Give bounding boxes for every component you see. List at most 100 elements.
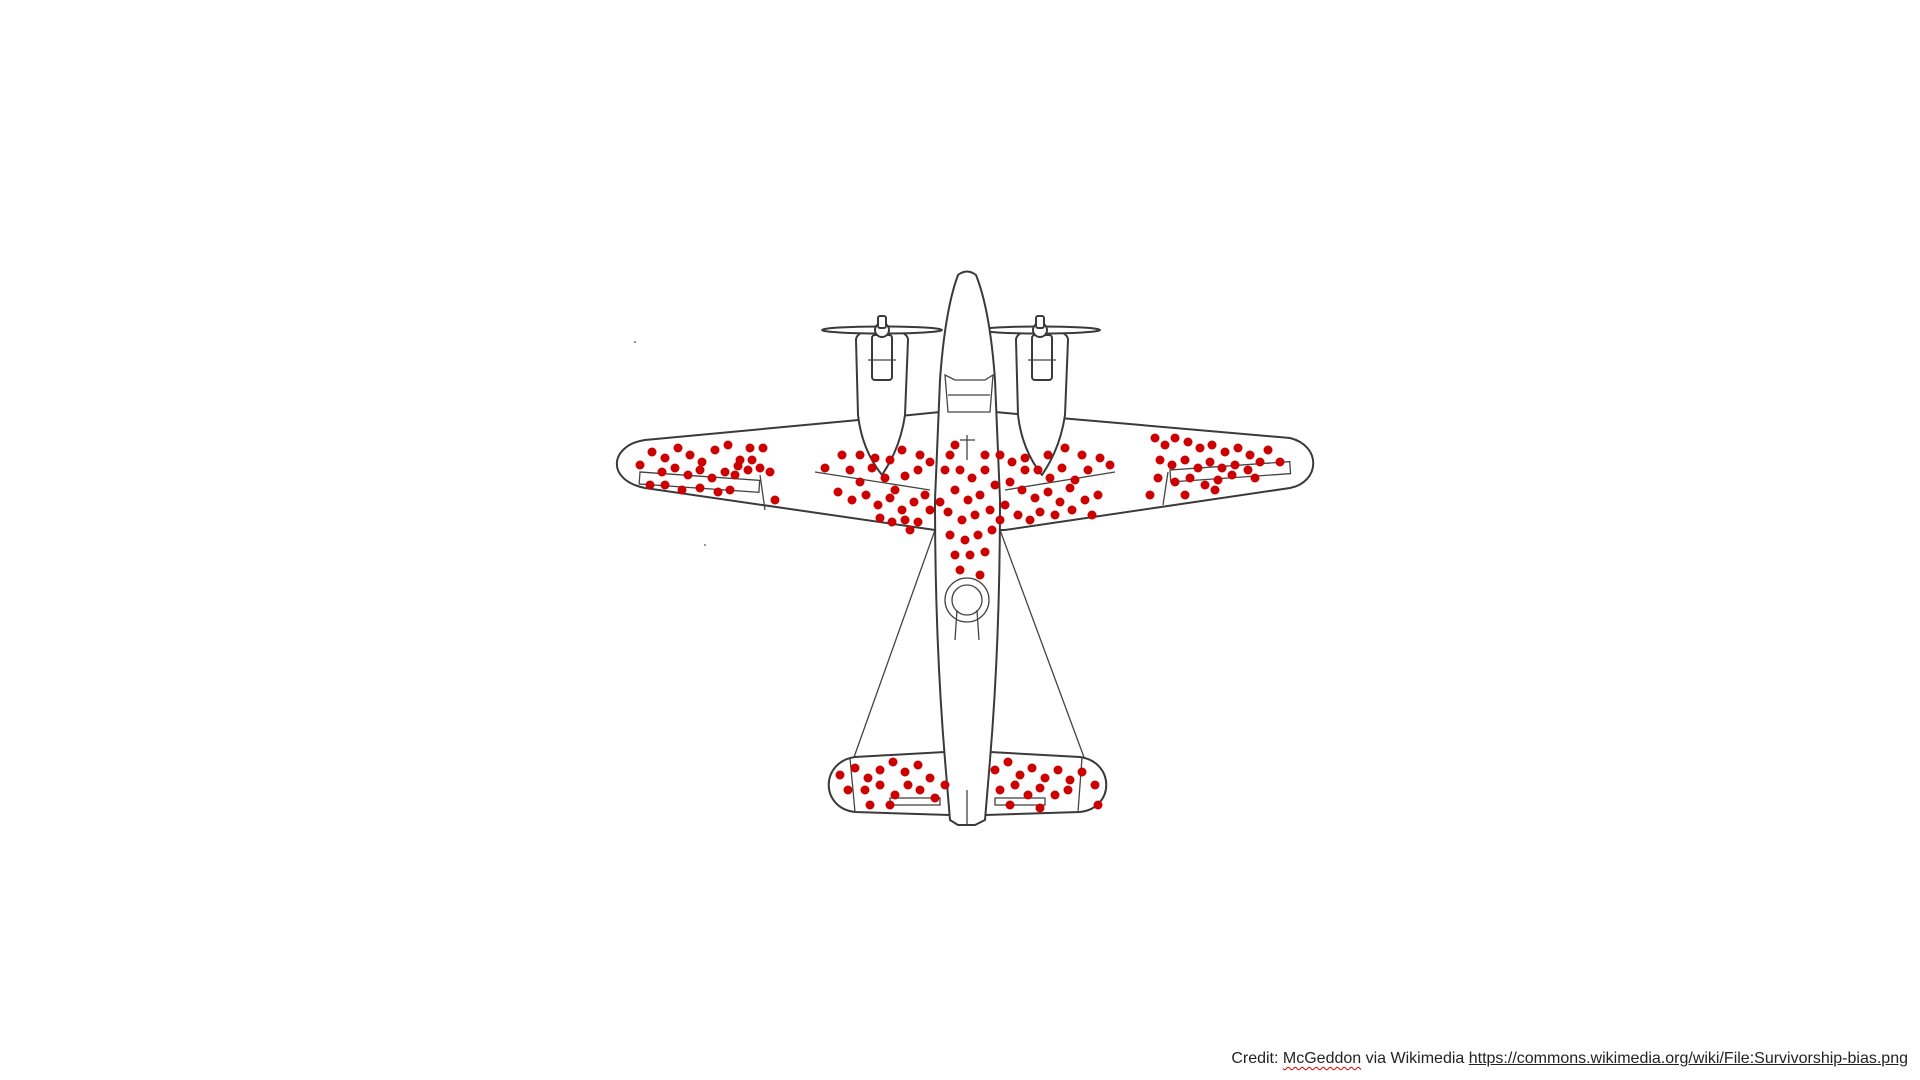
bullet-hole	[862, 491, 871, 500]
bullet-hole	[856, 451, 865, 460]
bullet-hole	[856, 478, 865, 487]
bullet-hole	[661, 454, 670, 463]
bullet-hole	[1028, 764, 1037, 773]
bullet-hole	[996, 451, 1005, 460]
bullet-hole	[931, 794, 940, 803]
bullet-hole	[986, 506, 995, 515]
bullet-hole	[881, 474, 890, 483]
bullet-hole	[898, 446, 907, 455]
bullet-hole	[964, 496, 973, 505]
bullet-hole	[874, 501, 883, 510]
bullet-hole	[968, 474, 977, 483]
bullet-hole	[636, 461, 645, 470]
bullet-hole	[731, 471, 740, 480]
left-engine-spinner	[872, 335, 892, 380]
bullet-hole	[1021, 466, 1030, 475]
bullet-hole	[991, 766, 1000, 775]
bullet-hole	[956, 466, 965, 475]
plane-outline	[617, 272, 1313, 826]
bullet-hole	[1171, 434, 1180, 443]
bullet-hole	[1231, 461, 1240, 470]
bullet-hole	[766, 468, 775, 477]
bullet-hole	[1151, 434, 1160, 443]
bullet-hole	[981, 466, 990, 475]
bullet-hole	[1058, 464, 1067, 473]
bullet-hole	[946, 451, 955, 460]
bullet-hole	[976, 571, 985, 580]
bullet-hole	[698, 458, 707, 467]
tail-brace-left	[853, 530, 935, 760]
bullet-hole	[1171, 478, 1180, 487]
bullet-hole	[976, 491, 985, 500]
bullet-hole	[1071, 476, 1080, 485]
bullet-hole	[748, 456, 757, 465]
bullet-hole	[951, 486, 960, 495]
bullet-hole	[1251, 474, 1260, 483]
bullet-hole	[1154, 474, 1163, 483]
bullet-hole	[771, 496, 780, 505]
bullet-hole	[904, 781, 913, 790]
credit-middle: via Wikimedia	[1361, 1050, 1469, 1067]
bullet-hole	[1091, 781, 1100, 790]
bullet-hole	[1201, 481, 1210, 490]
bullet-hole	[871, 454, 880, 463]
bullet-hole	[1234, 444, 1243, 453]
bullet-hole	[648, 448, 657, 457]
bullet-hole	[759, 444, 768, 453]
bullet-hole	[746, 444, 755, 453]
bullet-hole	[946, 531, 955, 540]
bullet-hole	[1024, 791, 1033, 800]
bullet-hole	[1094, 801, 1103, 810]
bullet-hole	[1044, 451, 1053, 460]
bullet-hole	[916, 786, 925, 795]
bullet-hole	[886, 494, 895, 503]
bullet-hole	[658, 468, 667, 477]
bullet-hole	[1146, 491, 1155, 500]
bullet-hole	[1228, 471, 1237, 480]
bullet-hole	[1221, 448, 1230, 457]
credit-link[interactable]: https://commons.wikimedia.org/wiki/File:…	[1469, 1050, 1908, 1067]
bullet-hole	[1068, 506, 1077, 515]
bullet-hole	[1181, 491, 1190, 500]
bullet-hole	[906, 526, 915, 535]
bullet-hole	[914, 518, 923, 527]
bullet-hole	[671, 464, 680, 473]
tail-brace-right	[1000, 530, 1085, 760]
right-engine-spinner	[1032, 335, 1052, 380]
bullet-hole	[1046, 474, 1055, 483]
credit-prefix: Credit:	[1231, 1050, 1283, 1067]
bullet-hole	[1186, 474, 1195, 483]
bullet-hole	[1264, 446, 1273, 455]
bullet-hole	[851, 764, 860, 773]
bullet-hole	[836, 771, 845, 780]
bullet-hole	[1051, 791, 1060, 800]
bullet-hole	[734, 462, 743, 471]
bullet-hole	[1211, 486, 1220, 495]
bullet-hole	[714, 488, 723, 497]
bullet-hole	[1256, 458, 1265, 467]
bullet-hole	[708, 474, 717, 483]
bullet-hole	[1194, 464, 1203, 473]
bullet-hole	[1016, 771, 1025, 780]
bullet-hole	[1161, 441, 1170, 450]
bullet-hole	[1084, 466, 1093, 475]
bullet-hole	[891, 486, 900, 495]
bullet-hole	[1026, 516, 1035, 525]
bullet-hole	[886, 456, 895, 465]
bullet-hole	[891, 791, 900, 800]
bullet-hole	[1094, 491, 1103, 500]
bullet-hole	[996, 516, 1005, 525]
bullet-hole	[981, 548, 990, 557]
bullet-hole	[901, 516, 910, 525]
bullet-hole	[914, 466, 923, 475]
bullet-hole	[1088, 511, 1097, 520]
bullet-hole	[1181, 456, 1190, 465]
bullet-hole	[1034, 466, 1043, 475]
bullet-hole	[1018, 486, 1027, 495]
bullet-hole	[684, 471, 693, 480]
bullet-hole	[951, 441, 960, 450]
bullet-hole	[916, 451, 925, 460]
bullet-hole	[1184, 438, 1193, 447]
bullet-hole	[944, 508, 953, 517]
bullet-hole	[956, 566, 965, 575]
